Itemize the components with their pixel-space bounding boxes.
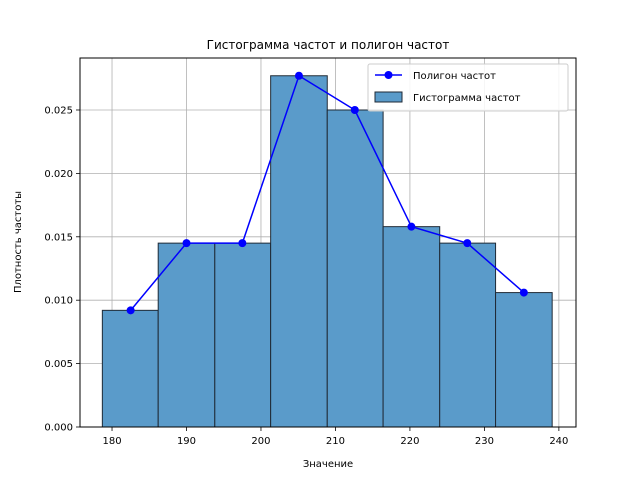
x-tick-label: 210: [326, 436, 345, 447]
histogram-bar: [214, 242, 272, 428]
polygon-point: [463, 239, 472, 248]
x-tick-label: 190: [177, 436, 196, 447]
legend-histogram-patch-icon: [374, 91, 403, 103]
histogram-bar: [270, 75, 328, 428]
histogram-bar: [439, 242, 497, 428]
polygon-point: [238, 239, 247, 248]
histogram-bar: [495, 292, 553, 428]
x-tick-label: 230: [475, 436, 494, 447]
polygon-point: [519, 288, 528, 297]
x-tick-label: 240: [549, 436, 568, 447]
y-tick-label: 0.020: [44, 169, 73, 180]
polygon-line: [130, 74, 525, 311]
x-tick-label: 200: [251, 436, 270, 447]
polygon-point: [407, 222, 416, 231]
histogram-bar: [101, 309, 159, 428]
x-tick-label: 180: [102, 436, 121, 447]
chart-title: Гистограмма частот и полигон частот: [207, 38, 450, 52]
histogram-bars: [101, 75, 553, 428]
y-tick-label: 0.025: [44, 105, 73, 116]
legend-box: [367, 63, 569, 112]
histogram-bar: [382, 226, 441, 428]
axis-ticks: 180 190 200 210 220 230 240 0.000 0.005 0.010 0.01…: [44, 105, 568, 447]
polygon-point: [350, 105, 359, 114]
polygon-point: [294, 71, 303, 80]
plot-frame: [79, 57, 577, 428]
histogram-bar: [326, 109, 384, 428]
polygon-point: [126, 306, 135, 315]
y-tick-label: 0.000: [44, 423, 73, 434]
histogram-bar: [157, 242, 216, 428]
polygon-series: [126, 71, 528, 315]
y-tick-label: 0.015: [44, 232, 73, 243]
y-tick-label: 0.005: [44, 359, 73, 370]
legend-polygon-label: Полигон частот: [413, 71, 496, 82]
y-tick-label: 0.010: [44, 296, 73, 307]
legend-polygon-marker-icon: [384, 71, 393, 79]
y-axis-label: Плотность частоты: [13, 191, 24, 293]
x-axis-label: Значение: [303, 459, 353, 470]
legend: Полигон частот Гистограмма частот: [367, 63, 569, 112]
polygon-point: [182, 239, 191, 248]
x-tick-label: 220: [400, 436, 419, 447]
legend-histogram-label: Гистограмма частот: [413, 93, 521, 104]
